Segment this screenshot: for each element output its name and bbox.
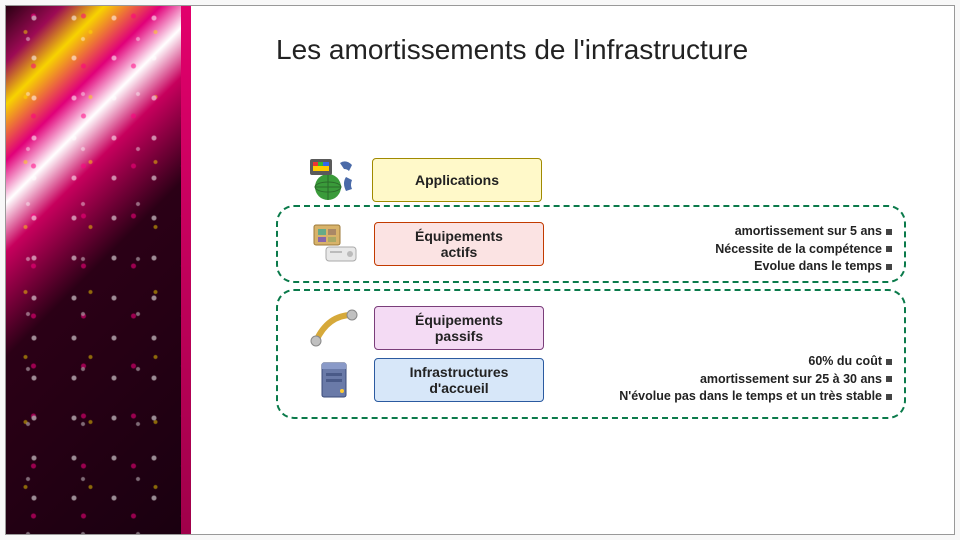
layer-row-passifs: Équipementspassifs [308, 305, 894, 351]
bullet-text: 60% du coût [808, 354, 882, 368]
passifs-icon [308, 305, 362, 351]
bullet-dot [886, 359, 892, 365]
applications-icon [306, 157, 360, 203]
bullet-text: N'évolue pas dans le temps et un très st… [619, 389, 882, 403]
infra-icon [308, 357, 362, 403]
bullet-dot [886, 394, 892, 400]
actifs-box: Équipementsactifs [374, 222, 544, 266]
bullet-dot [886, 264, 892, 270]
infra-bullets: 60% du coût amortissement sur 25 à 30 an… [619, 353, 892, 406]
bullet-dot [886, 376, 892, 382]
applications-box: Applications [372, 158, 542, 202]
bullet-dot [886, 229, 892, 235]
bullet-text: amortissement sur 5 ans [735, 224, 882, 238]
bullet-text: Nécessite de la compétence [715, 242, 882, 256]
bullet-text: Evolue dans le temps [754, 259, 882, 273]
slide-frame: Les amortissements de l'infrastructure [5, 5, 955, 535]
passifs-box: Équipementspassifs [374, 306, 544, 350]
infra-box: Infrastructuresd'accueil [374, 358, 544, 402]
layer-row-applications: Applications [306, 157, 906, 203]
layer-stack: Applications Équipementsa [276, 151, 906, 425]
left-decor-border [181, 6, 191, 534]
group-passifs-infra: Équipementspassifs Infrastructuresd'accu… [276, 289, 906, 419]
left-decor-strip [6, 6, 181, 534]
actifs-icon [308, 221, 362, 267]
bullet-text: amortissement sur 25 à 30 ans [700, 372, 882, 386]
page-title: Les amortissements de l'infrastructure [276, 34, 748, 66]
group-actifs: Équipementsactifs amortissement sur 5 an… [276, 205, 906, 283]
bullet-dot [886, 246, 892, 252]
actifs-bullets: amortissement sur 5 ans Nécessite de la … [715, 223, 892, 276]
